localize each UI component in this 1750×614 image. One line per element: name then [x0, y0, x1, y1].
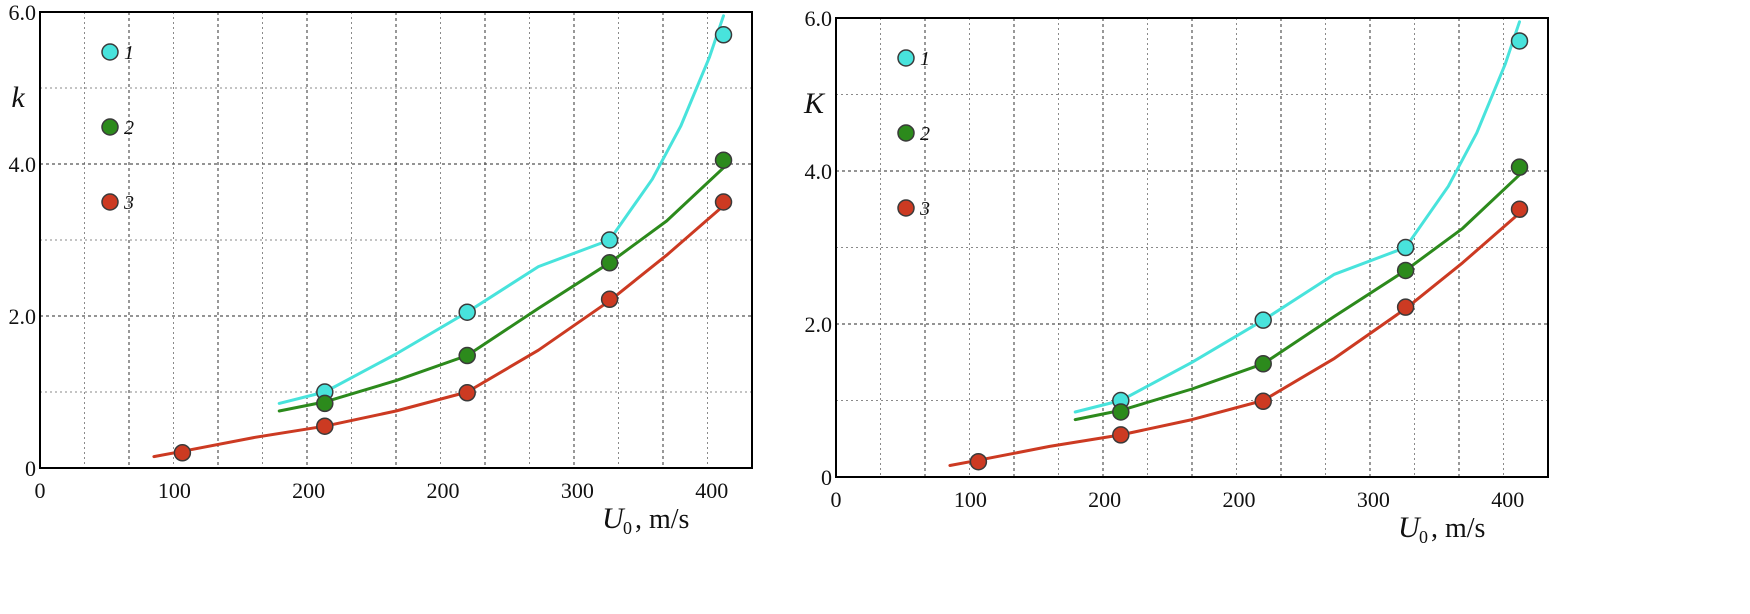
x-tick-label: 200 — [292, 478, 325, 503]
legend-marker-3 — [897, 199, 915, 217]
y-tick-label: 0 — [25, 456, 36, 481]
x-tick-label: 100 — [954, 487, 987, 512]
legend-label-3: 3 — [919, 198, 930, 220]
x-tick-label: 400 — [1491, 487, 1524, 512]
y-tick-label: 4.0 — [9, 152, 37, 177]
y-tick-label: 6.0 — [9, 0, 37, 25]
series-line-3 — [948, 211, 1521, 467]
data-point-series-3 — [1510, 200, 1529, 218]
legend-marker-3 — [101, 193, 119, 211]
x-tick-label: 200 — [1223, 487, 1256, 512]
y-tick-label: 0 — [821, 465, 832, 490]
legend-marker-2 — [101, 118, 119, 136]
y-tick-label: 2.0 — [9, 304, 37, 329]
data-point-series-2 — [316, 394, 334, 413]
series-line-1 — [277, 14, 725, 405]
data-point-series-2 — [600, 254, 619, 272]
legend-label-1: 1 — [124, 42, 134, 64]
data-point-series-1 — [458, 303, 476, 321]
data-point-series-3 — [1254, 392, 1272, 411]
legend-marker-2 — [897, 124, 915, 142]
series-line-1 — [1073, 20, 1521, 414]
x-axis-title-subscript: 0 — [1419, 527, 1428, 547]
legend-label-1: 1 — [920, 48, 930, 70]
x-axis-title-subscript: 0 — [623, 518, 632, 538]
data-point-series-2 — [458, 346, 476, 365]
data-point-series-3 — [173, 444, 192, 462]
data-point-series-3 — [1396, 298, 1415, 316]
x-axis-title-unit: , m/s — [1431, 513, 1485, 544]
data-point-series-3 — [600, 290, 619, 309]
data-point-series-2 — [1254, 355, 1272, 373]
x-tick-label: 200 — [427, 478, 460, 503]
x-tick-label: 300 — [561, 478, 594, 503]
x-axis-title: U — [1398, 511, 1422, 544]
series-line-3 — [152, 204, 725, 459]
series-line-2 — [277, 166, 725, 413]
data-point-series-2 — [1396, 261, 1415, 280]
y-tick-label: 6.0 — [805, 6, 833, 31]
x-tick-label: 0 — [831, 487, 842, 512]
y-tick-label: 4.0 — [805, 159, 833, 184]
x-axis-title: U — [602, 502, 626, 535]
plot-frame — [835, 17, 1549, 478]
data-point-series-3 — [1112, 426, 1130, 444]
data-point-series-2 — [714, 151, 733, 169]
data-point-series-1 — [714, 26, 733, 44]
data-point-series-1 — [1510, 32, 1529, 50]
data-point-series-3 — [969, 452, 988, 471]
y-axis-title: k — [11, 81, 25, 114]
x-tick-label: 300 — [1357, 487, 1390, 512]
data-point-series-3 — [316, 417, 334, 435]
x-tick-label: 200 — [1088, 487, 1121, 512]
data-point-series-3 — [458, 384, 476, 402]
data-point-series-1 — [1396, 238, 1415, 257]
x-axis-title-unit: , m/s — [635, 504, 689, 535]
plot-frame — [39, 11, 753, 469]
series-line-2 — [1073, 173, 1521, 422]
legend-label-2: 2 — [124, 117, 134, 139]
x-tick-label: 100 — [158, 478, 191, 503]
y-axis-title: K — [803, 87, 826, 120]
y-tick-label: 2.0 — [805, 312, 833, 337]
legend-label-3: 3 — [123, 192, 134, 214]
legend-marker-1 — [897, 49, 915, 67]
data-point-series-2 — [1510, 158, 1529, 176]
data-point-series-1 — [1254, 311, 1272, 329]
data-point-series-1 — [600, 231, 619, 249]
data-point-series-3 — [714, 193, 733, 211]
legend-label-2: 2 — [920, 123, 930, 145]
x-tick-label: 400 — [695, 478, 728, 503]
data-point-series-2 — [1112, 403, 1130, 421]
x-tick-label: 0 — [35, 478, 46, 503]
legend-marker-1 — [101, 43, 119, 61]
